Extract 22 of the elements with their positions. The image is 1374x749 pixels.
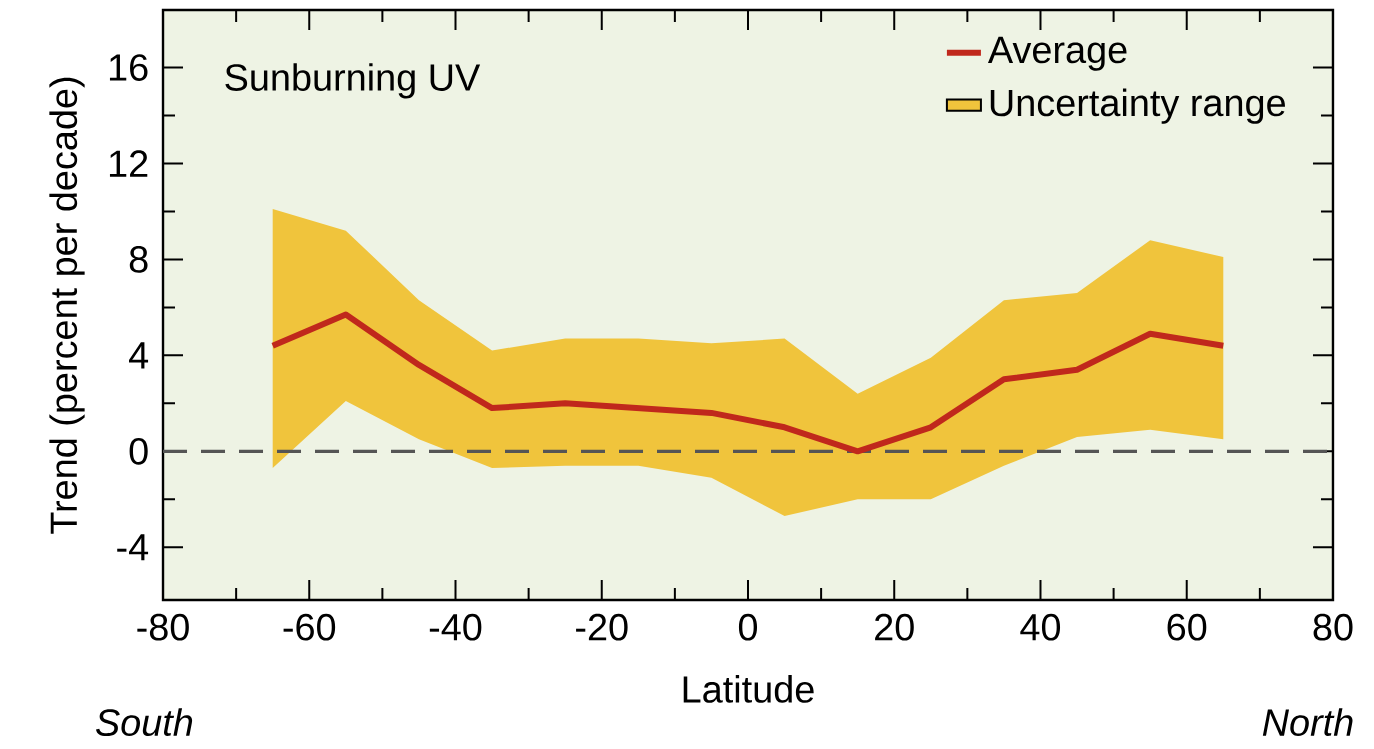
x-tick-label: -20 — [576, 613, 628, 641]
y-tick-label: 4 — [129, 342, 149, 369]
x-tick-label: 20 — [875, 613, 914, 641]
x-tick-label: -60 — [283, 613, 336, 641]
legend-label: Average — [987, 37, 1127, 71]
x-axis-title: Latitude — [683, 675, 814, 704]
y-tick-label: 8 — [129, 246, 148, 274]
legend-label: Uncertainty range — [990, 88, 1285, 125]
x-tick-label: -80 — [137, 613, 189, 641]
y-tick-label: 12 — [109, 150, 148, 177]
y-tick-label: 16 — [109, 54, 148, 82]
x-tick-label: -40 — [429, 613, 482, 641]
annotation: Sunburning UV — [225, 63, 481, 99]
text: South — [95, 708, 193, 737]
y-axis-title: Trend (percent per decade) — [49, 77, 85, 535]
y-tick-label: 0 — [129, 438, 148, 465]
x-tick-label: 60 — [1167, 613, 1207, 641]
x-tick-label: 0 — [738, 613, 758, 641]
x-tick-label: 40 — [1020, 613, 1061, 641]
x-tick-label: 80 — [1313, 613, 1353, 641]
y-tick-label: -4 — [117, 534, 149, 561]
text: North — [1262, 708, 1353, 737]
